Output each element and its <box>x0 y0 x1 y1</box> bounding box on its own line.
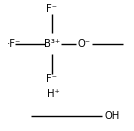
Text: F⁻: F⁻ <box>46 4 57 13</box>
Text: B³⁺: B³⁺ <box>44 39 60 49</box>
Text: F⁻: F⁻ <box>46 74 57 84</box>
Text: ·F⁻: ·F⁻ <box>7 39 21 49</box>
Text: OH: OH <box>105 111 120 121</box>
Text: H⁺: H⁺ <box>47 89 60 99</box>
Text: O⁻: O⁻ <box>77 39 90 49</box>
